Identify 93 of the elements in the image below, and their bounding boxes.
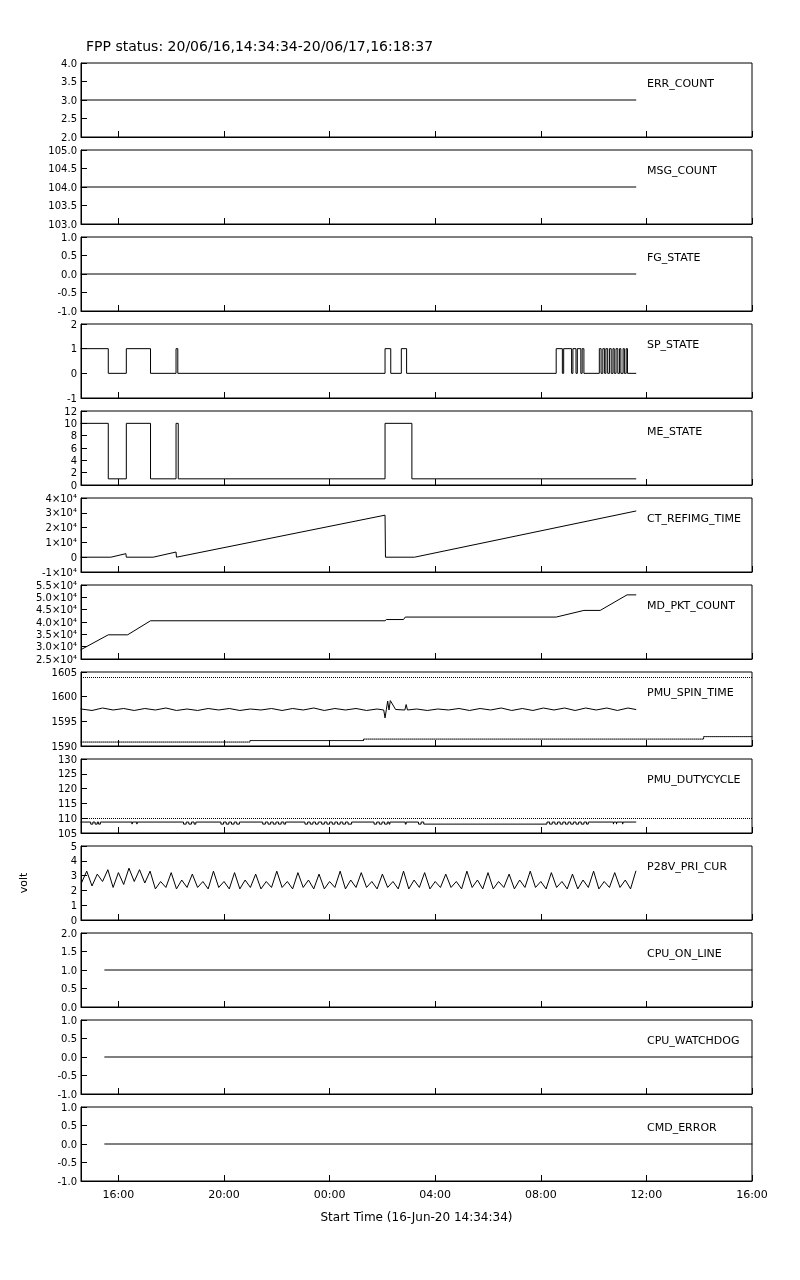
y-tick-label: 1.0 (61, 1101, 77, 1113)
x-tick-label: 08:00 (524, 1188, 557, 1201)
x-tick-label: 12:00 (630, 1188, 663, 1201)
y-tick-label: 4.0×10⁴ (35, 616, 77, 628)
y-tick-label: 0 (70, 551, 77, 563)
y-tick-label: -1.0 (57, 305, 77, 317)
y-tick-label: 1600 (51, 691, 77, 703)
series-label: MSG_COUNT (647, 164, 718, 177)
y-tick-label: 0.0 (61, 268, 77, 280)
y-tick-label: 2.0 (61, 131, 77, 143)
y-tick-label: 5.0×10⁴ (35, 591, 77, 603)
y-tick-label: 0.5 (61, 1033, 77, 1044)
text: PMU_DUTYCYCLE (647, 773, 741, 786)
series-label: SP_STATE (647, 338, 700, 351)
y-tick-label: 1 (70, 343, 77, 355)
y-tick-label: 103.5 (48, 200, 77, 211)
y-tick-label: 2.5×10⁴ (35, 653, 77, 665)
y-tick-label: 110 (57, 812, 77, 824)
x-tick-label: 16:00 (736, 1188, 768, 1201)
text: ME_STATE (647, 425, 703, 438)
y-tick-label: -1 (67, 392, 77, 404)
series-label: MD_PKT_COUNT (647, 599, 736, 612)
y-tick-label: 0 (70, 479, 77, 491)
y-tick-label: 3×10⁴ (45, 507, 77, 519)
y-tick-label: 2 (70, 467, 77, 479)
chart-title: FPP status: 20/06/16,14:34:34-20/06/17,16:18:37 (86, 38, 434, 54)
y-tick-label: 2.5 (61, 113, 77, 124)
y-tick-label: 6 (70, 442, 77, 454)
x-axis-title: Start Time (16-Jun-20 14:34:34) (320, 1210, 513, 1224)
series-label: ERR_COUNT (647, 77, 715, 90)
y-tick-label: 3.0×10⁴ (35, 641, 77, 653)
y-tick-label: 0.5 (61, 250, 77, 261)
y-tick-label: 105.0 (48, 144, 77, 156)
y-tick-label: -0.5 (57, 1070, 77, 1081)
y-tick-label: 2.0 (61, 927, 77, 939)
y-tick-label: 4.5×10⁴ (35, 604, 77, 616)
y-tick-label: 4 (70, 454, 77, 466)
y-tick-label: 103.0 (48, 218, 77, 230)
y-tick-label: 12 (64, 405, 77, 417)
y-tick-label: 0.0 (61, 1001, 77, 1013)
y-tick-label: 2×10⁴ (45, 522, 77, 534)
y-tick-label: 104.5 (48, 163, 77, 174)
y-tick-label: 3 (70, 870, 77, 882)
y-tick-label: 2 (70, 318, 77, 330)
series-label: CPU_ON_LINE (647, 947, 722, 960)
y-tick-label: 1.5 (61, 946, 77, 957)
y-tick-label: 1605 (51, 666, 77, 678)
y-tick-label: 125 (57, 768, 77, 780)
x-tick-label: 16:00 (102, 1188, 135, 1201)
y-tick-label: 5.5×10⁴ (35, 579, 77, 591)
y-tick-label: 1.0 (61, 964, 77, 976)
x-tick-label: 04:00 (419, 1188, 452, 1201)
y-tick-label: 4 (70, 855, 77, 867)
y-tick-label: 120 (57, 783, 77, 795)
x-tick-label: 00:00 (313, 1188, 346, 1201)
y-tick-label: 4.0 (61, 57, 77, 69)
y-tick-label: 0.0 (61, 1051, 77, 1063)
y-tick-label: 115 (57, 797, 77, 809)
series-label: FG_STATE (647, 251, 701, 264)
series-label: CT_REFIMG_TIME (647, 512, 742, 525)
y-tick-label: 130 (57, 753, 77, 765)
series-label: CMD_ERROR (647, 1121, 718, 1134)
y-tick-label: 2 (70, 884, 77, 896)
y-tick-label: 5 (70, 840, 77, 852)
y-tick-label: 0.5 (61, 1120, 77, 1131)
x-tick-label: 20:00 (208, 1188, 240, 1201)
y-tick-label: 0 (70, 367, 77, 379)
y-tick-label: 8 (70, 430, 77, 442)
y-tick-label: -0.5 (57, 287, 77, 298)
series-label: P28V_PRI_CUR (647, 860, 728, 873)
y-tick-label: 10 (64, 417, 77, 429)
y-tick-label: 0 (70, 914, 77, 926)
y-tick-label: 1.0 (61, 1014, 77, 1026)
y-tick-label: -1×10⁴ (41, 566, 77, 578)
y-tick-label: -0.5 (57, 1157, 77, 1168)
y-tick-label: 1590 (51, 740, 77, 752)
y-tick-label: 3.0 (61, 94, 77, 106)
y-tick-label: 0.0 (61, 1138, 77, 1150)
y-tick-label: -1.0 (57, 1175, 77, 1187)
series-label: PMU_SPIN_TIME (647, 686, 734, 699)
y-tick-label: 0.5 (61, 983, 77, 994)
y-tick-label: 3.5×10⁴ (35, 628, 77, 640)
y-tick-label: 1.0 (61, 231, 77, 243)
y-tick-label: 4×10⁴ (45, 492, 77, 504)
y-tick-label: 1×10⁴ (45, 536, 77, 548)
series-label: CPU_WATCHDOG (647, 1034, 740, 1047)
y-tick-label: 1595 (51, 715, 77, 727)
y-axis-title: volt (17, 872, 30, 894)
y-tick-label: 3.5 (61, 76, 77, 87)
y-tick-label: 1 (70, 899, 77, 911)
y-tick-label: 104.0 (48, 181, 77, 193)
y-tick-label: 105 (57, 827, 77, 839)
y-tick-label: -1.0 (57, 1088, 77, 1100)
